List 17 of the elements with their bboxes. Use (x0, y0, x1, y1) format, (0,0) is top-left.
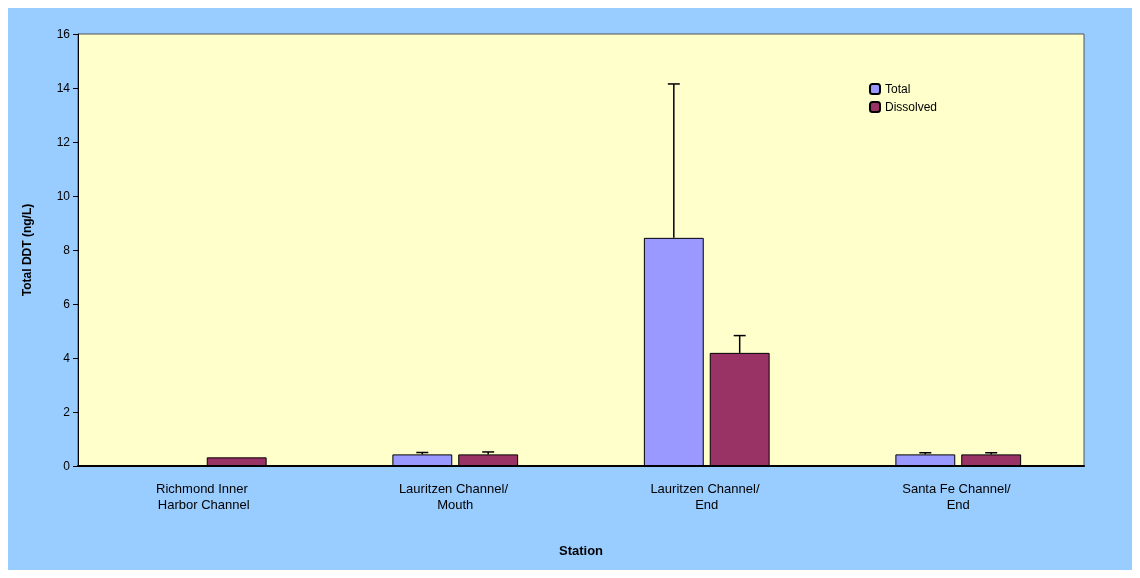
x-axis-title: Station (558, 543, 604, 558)
x-tick-label: Richmond Inner Harbor Channel (156, 480, 252, 512)
y-tick-label: 4 (63, 351, 71, 365)
x-tick-label: Lauritzen Channel/ End (650, 480, 764, 512)
x-tick-label: Lauritzen Channel/ Mouth (398, 480, 512, 512)
y-tick-label: 16 (56, 27, 71, 41)
y-tick-label: 10 (56, 189, 71, 203)
y-tick-label: 14 (56, 81, 71, 95)
y-tick-label: 2 (63, 405, 71, 419)
legend-label: Dissolved (884, 100, 938, 114)
x-tick-label: Santa Fe Channel/ End (902, 480, 1015, 512)
y-axis-title: Total DDT (ng/L) (20, 203, 34, 297)
y-tick-label: 8 (63, 243, 71, 257)
y-tick-label: 6 (63, 297, 71, 311)
legend-label: Total (884, 82, 911, 96)
y-tick-label: 12 (56, 135, 71, 149)
y-tick-label: 0 (63, 459, 71, 473)
